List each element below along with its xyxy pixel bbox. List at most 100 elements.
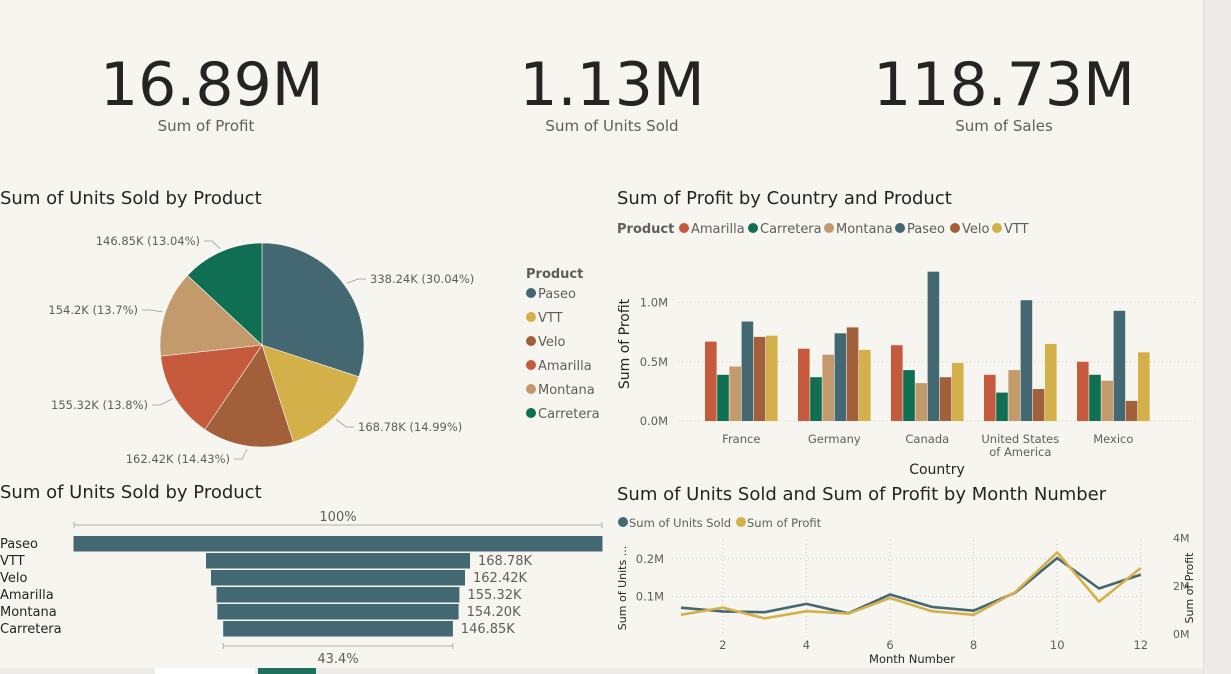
bar-velo[interactable] [1032, 389, 1045, 421]
bar-carretera[interactable] [903, 370, 915, 421]
pie-legend-item-velo[interactable]: Velo [526, 335, 565, 350]
bar-legend-item-amarilla[interactable]: Amarilla [679, 222, 745, 237]
bar-carretera[interactable] [810, 377, 822, 421]
y-tick-label: 0.0M [640, 414, 668, 428]
pie-legend-item-amarilla[interactable]: Amarilla [526, 359, 592, 374]
bar-amarilla[interactable] [705, 341, 717, 421]
bar-montana[interactable] [915, 383, 927, 421]
x-tick-label: France [722, 432, 760, 446]
kpi-card-units-sold: 1.13M Sum of Units Sold [512, 52, 712, 134]
pie-slice-velo[interactable] [204, 344, 294, 448]
bar-paseo[interactable] [741, 321, 754, 422]
bar-montana[interactable] [729, 366, 741, 422]
bar-legend-item-vtt[interactable]: VTT [992, 222, 1029, 237]
pie-data-label: 154.2K (13.7%) [48, 303, 138, 317]
funnel-data-label: 154.20K [467, 605, 521, 620]
bar-paseo[interactable] [1113, 310, 1126, 421]
legend-dot [992, 223, 1002, 233]
bar-velo[interactable] [1125, 400, 1138, 421]
funnel-bar[interactable] [206, 553, 470, 569]
bar-carretera[interactable] [1089, 374, 1101, 421]
legend-label: Amarilla [538, 359, 592, 374]
clustered-column-chart[interactable]: Product Amarilla Carretera Montana Paseo Velo… [610, 212, 1200, 480]
y-tick-label: 1.0M [640, 296, 668, 310]
bar-montana[interactable] [1101, 380, 1113, 421]
bar-legend-item-paseo[interactable]: Paseo [895, 222, 945, 237]
page-tab-active[interactable] [258, 668, 316, 674]
x-axis-title: Month Number [869, 652, 955, 666]
bar-velo[interactable] [939, 377, 952, 421]
kpi-value: 118.73M [873, 50, 1135, 120]
pie-legend-item-carretera[interactable]: Carretera [526, 407, 600, 422]
funnel-chart[interactable]: 100% Paseo VTT 168.78K Velo 162.42K Amarilla 15… [0, 508, 605, 668]
x-tick-label: Canada [905, 432, 949, 446]
bar-montana[interactable] [1008, 370, 1020, 421]
funnel-category-label: Carretera [0, 622, 62, 637]
bar-vtt[interactable] [859, 349, 871, 421]
bar-amarilla[interactable] [891, 345, 903, 421]
pie-leader-line [346, 278, 366, 284]
bar-legend-item-velo[interactable]: Velo [950, 222, 989, 237]
line-legend-item[interactable]: Sum of Units Sold [618, 516, 731, 530]
bar-paseo[interactable] [927, 271, 940, 421]
pie-chart-title: Sum of Units Sold by Product [0, 188, 262, 209]
x-tick-label: Germany [808, 432, 861, 446]
kpi-value: 1.13M [519, 50, 705, 120]
pie-legend-item-paseo[interactable]: Paseo [526, 287, 576, 302]
x-tick-label: 12 [1133, 638, 1148, 652]
funnel-bar[interactable] [223, 621, 453, 637]
pie-leader-line [204, 240, 221, 249]
x-tick-label: 10 [1050, 638, 1065, 652]
bar-amarilla[interactable] [984, 374, 996, 421]
funnel-bar[interactable] [216, 587, 460, 603]
kpi-label: Sum of Sales [955, 117, 1053, 135]
bar-chart-title: Sum of Profit by Country and Product [617, 188, 952, 209]
line-series[interactable] [680, 556, 1142, 615]
legend-label: VTT [538, 311, 563, 326]
bar-amarilla[interactable] [1077, 361, 1089, 421]
bar-amarilla[interactable] [798, 348, 810, 421]
bar-paseo[interactable] [1020, 300, 1033, 421]
bar-velo[interactable] [753, 336, 766, 421]
bar-legend-item-montana[interactable]: Montana [824, 222, 893, 237]
bar-montana[interactable] [822, 354, 834, 421]
bar-legend-item-carretera[interactable]: Carretera [748, 222, 822, 237]
scrollbar-track[interactable] [1203, 0, 1231, 674]
pie-slice-amarilla[interactable] [160, 344, 263, 430]
bar-vtt[interactable] [766, 335, 778, 421]
pie-slice-carretera[interactable] [187, 242, 263, 346]
bar-vtt[interactable] [952, 363, 964, 421]
bar-carretera[interactable] [996, 392, 1008, 421]
funnel-bar[interactable] [217, 604, 459, 620]
y-axis-title: Sum of Profit [617, 298, 633, 389]
funnel-category-label: Velo [0, 571, 27, 586]
line-legend-item[interactable]: Sum of Profit [736, 516, 822, 530]
pie-chart[interactable]: 338.24K (30.04%) 168.78K (14.99%) 162.42K … [0, 225, 605, 470]
pie-slice-vtt[interactable] [261, 344, 360, 443]
pie-legend-item-vtt[interactable]: VTT [526, 311, 563, 326]
funnel-bar[interactable] [211, 570, 465, 586]
pie-legend-item-montana[interactable]: Montana [526, 383, 595, 398]
legend-label: Montana [538, 383, 595, 398]
page-tabs-bar [0, 668, 1203, 674]
line-chart[interactable]: Sum of Units Sold Sum of Profit 0.1M 0.2M 2 4… [610, 508, 1200, 668]
pie-slice-montana[interactable] [159, 274, 263, 357]
pie-leader-line [234, 448, 248, 460]
funnel-bar[interactable] [73, 536, 603, 552]
y2-tick-label: 2M [1173, 580, 1190, 593]
legend-dot [526, 384, 536, 394]
legend-dot [824, 223, 834, 233]
bar-vtt[interactable] [1138, 352, 1150, 421]
bar-paseo[interactable] [834, 333, 847, 421]
bar-velo[interactable] [846, 327, 859, 421]
bar-vtt[interactable] [1045, 344, 1057, 421]
funnel-top-label: 100% [319, 510, 356, 525]
pie-slice-paseo[interactable] [261, 242, 365, 378]
legend-dot [736, 517, 746, 527]
legend-dot [618, 517, 628, 527]
bar-carretera[interactable] [717, 374, 729, 421]
funnel-data-label: 162.42K [473, 571, 527, 586]
page-tab[interactable] [155, 668, 255, 674]
funnel-category-label: Paseo [0, 537, 38, 552]
line-series[interactable] [680, 551, 1142, 620]
